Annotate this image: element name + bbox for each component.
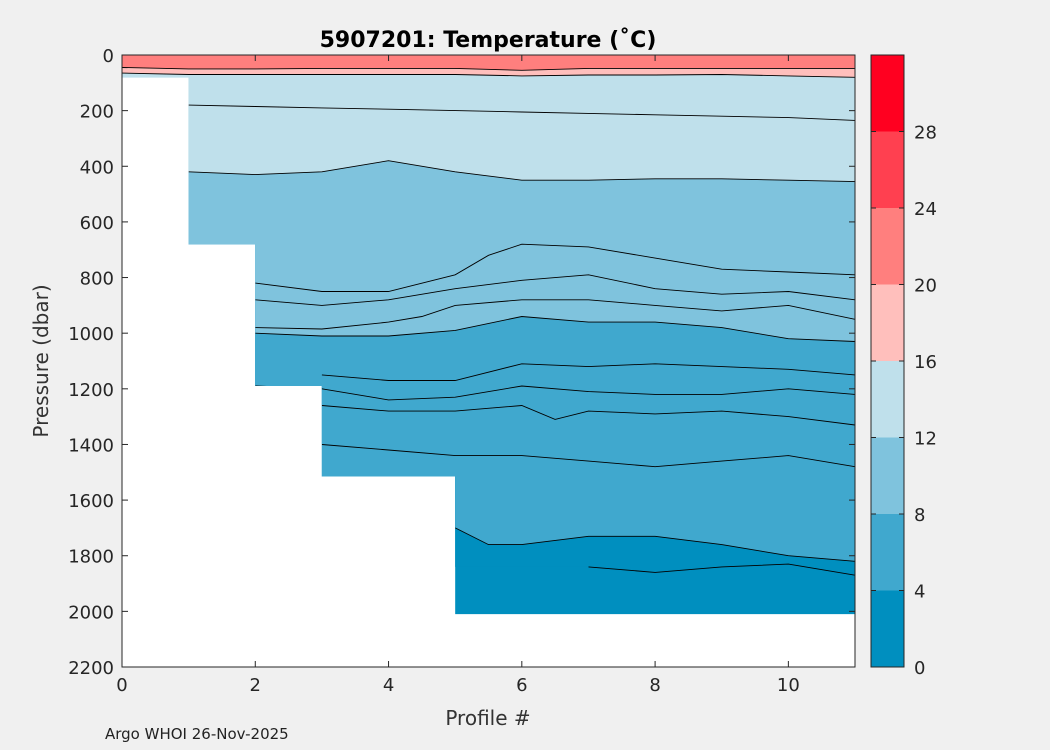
colorbar-bin <box>871 437 904 514</box>
x-tick-label: 0 <box>116 675 127 696</box>
y-tick-label: 1000 <box>68 324 114 345</box>
x-axis-label: Profile # <box>445 706 530 730</box>
colorbar-bin <box>871 131 904 208</box>
y-tick-label: 600 <box>80 213 114 234</box>
colorbar-bin <box>871 284 904 361</box>
isotherm-line <box>255 385 855 401</box>
y-tick-label: 1200 <box>68 380 114 401</box>
chart-title: 5907201: Temperature (˚C) <box>320 28 657 53</box>
y-tick-label: 2200 <box>68 658 114 679</box>
isotherm-lines <box>122 67 855 576</box>
colorbar-tick-label: 28 <box>914 123 937 144</box>
isotherm-line <box>122 67 855 71</box>
isotherm-line <box>321 444 855 468</box>
colorbar-tick-label: 4 <box>914 582 925 603</box>
isotherm-line <box>122 72 855 78</box>
colorbar-bin <box>871 514 904 591</box>
credit-label: Argo WHOI 26-Nov-2025 <box>105 725 289 743</box>
isotherm-line <box>188 160 855 183</box>
plot-area <box>122 55 855 667</box>
x-tick-label: 10 <box>777 675 800 696</box>
y-tick-label: 0 <box>103 46 114 67</box>
temperature-fill <box>122 55 855 615</box>
plot-frame <box>121 54 856 668</box>
colorbar-tick-label: 12 <box>914 429 937 450</box>
colorbar-tick-label: 24 <box>914 199 937 220</box>
x-tick-label: 4 <box>383 675 394 696</box>
x-tick-label: 2 <box>250 675 261 696</box>
colorbar-bin <box>871 361 904 438</box>
isotherm-line <box>255 274 855 306</box>
colorbar-tick-label: 0 <box>914 658 925 679</box>
isotherm-line <box>255 243 855 292</box>
colorbar-tick-label: 16 <box>914 352 937 373</box>
isotherm-line <box>321 405 855 426</box>
isotherm-line <box>588 563 855 576</box>
colorbar-bin <box>871 55 904 132</box>
y-tick-label: 1800 <box>68 547 114 568</box>
isotherm-line <box>321 363 855 381</box>
colorbar-tick-label: 8 <box>914 505 925 526</box>
isotherm-line <box>454 527 855 562</box>
y-axis-label: Pressure (dbar) <box>29 284 53 437</box>
y-tick-label: 200 <box>80 102 114 123</box>
isotherm-line <box>255 299 855 330</box>
band-fill <box>122 55 855 62</box>
isotherm-line <box>188 104 855 121</box>
y-tick-label: 800 <box>80 269 114 290</box>
axes: 0 2 4 6 8 10 0 200 400 600 800 1000 1200 1400 1600 1800… <box>68 46 856 696</box>
y-tick-label: 1400 <box>68 435 114 456</box>
colorbar-bin <box>871 590 904 667</box>
y-tick-label: 1600 <box>68 491 114 512</box>
colorbar-tick-label: 20 <box>914 276 937 297</box>
isotherm-line <box>255 316 855 342</box>
colorbar: 0 4 8 12 16 20 24 28 <box>870 54 937 679</box>
y-tick-label: 400 <box>80 157 114 178</box>
y-tick-label: 2000 <box>68 602 114 623</box>
x-tick-label: 6 <box>516 675 527 696</box>
colorbar-bin <box>871 208 904 285</box>
x-tick-label: 8 <box>649 675 660 696</box>
